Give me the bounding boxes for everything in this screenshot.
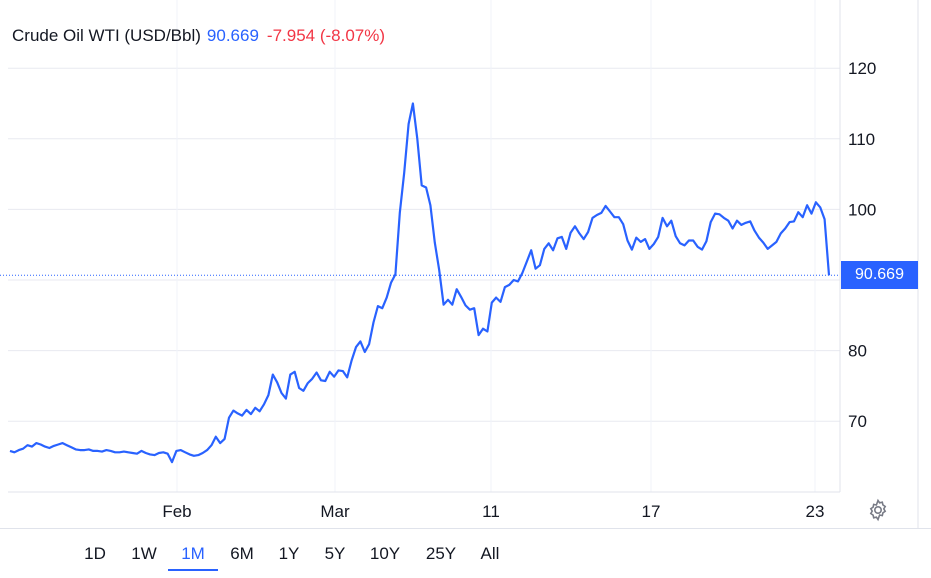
- y-tick-label: 70: [848, 412, 867, 431]
- price-chart: 70 80 100 110 120 Feb Mar 11 17 23: [0, 0, 919, 528]
- series: [0, 102, 840, 464]
- range-button-all[interactable]: All: [480, 544, 500, 563]
- grid: [8, 0, 840, 492]
- range-toolbar: 1D 1W 1M 6M 1Y 5Y 10Y 25Y All: [0, 528, 931, 578]
- axes: 70 80 100 110 120 Feb Mar 11 17 23: [8, 0, 919, 528]
- legend-price: 90.669: [206, 26, 259, 45]
- y-tick-label: 120: [848, 59, 876, 78]
- price-line: [9, 102, 831, 464]
- range-button-6m[interactable]: 6M: [230, 544, 254, 563]
- x-tick-label: 17: [642, 502, 661, 521]
- x-tick-label: Mar: [320, 502, 350, 521]
- range-button-1m[interactable]: 1M: [181, 544, 205, 563]
- range-button-10y[interactable]: 10Y: [369, 544, 401, 563]
- x-tick-label: Feb: [162, 502, 191, 521]
- x-tick-label: 23: [806, 502, 825, 521]
- range-button-5y[interactable]: 5Y: [324, 544, 346, 563]
- active-range-indicator: [168, 569, 218, 571]
- range-button-1y[interactable]: 1Y: [278, 544, 300, 563]
- y-tick-label: 100: [848, 200, 876, 219]
- x-tick-label: 11: [482, 502, 500, 521]
- instrument-name: Crude Oil WTI (USD/Bbl): [12, 26, 201, 45]
- y-tick-label: 110: [848, 130, 875, 149]
- range-button-1w[interactable]: 1W: [131, 544, 157, 563]
- gear-icon[interactable]: [866, 498, 890, 522]
- chart-area: 70 80 100 110 120 Feb Mar 11 17 23 Crude Oil WTI …: [0, 0, 919, 528]
- last-price-label: 90.669: [841, 261, 918, 290]
- range-button-25y[interactable]: 25Y: [425, 544, 457, 563]
- legend-change: -7.954 (-8.07%): [266, 26, 386, 45]
- range-button-1d[interactable]: 1D: [84, 544, 106, 563]
- chart-legend: Crude Oil WTI (USD/Bbl) 90.669 -7.954 (-8.…: [12, 26, 385, 46]
- y-tick-label: 80: [848, 342, 867, 361]
